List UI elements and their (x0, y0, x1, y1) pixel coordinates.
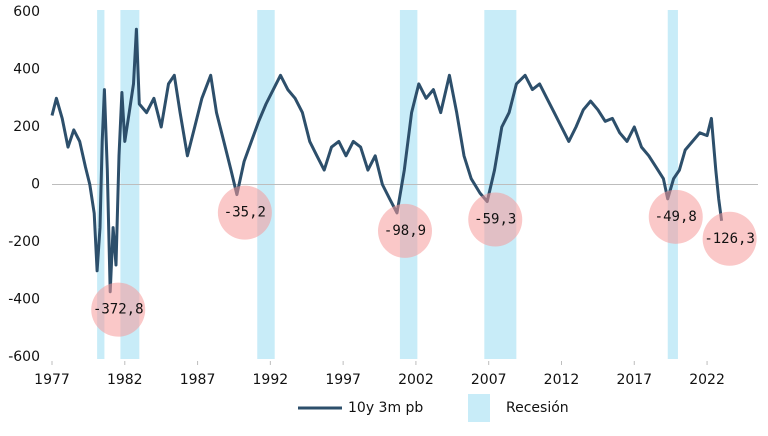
annotation-circle (91, 282, 146, 337)
x-tick-label: 1977 (34, 372, 70, 388)
legend-swatch (468, 394, 490, 422)
y-tick-label: 600 (13, 4, 40, 20)
annotation-circle (217, 185, 272, 240)
annotation-label: -49,8 (655, 209, 697, 225)
x-tick-label: 1987 (180, 372, 216, 388)
annotation-circle (377, 203, 432, 258)
annotation-label: -59,3 (474, 212, 516, 228)
x-tick-label: 2002 (398, 372, 434, 388)
legend-label: 10y 3m pb (348, 400, 423, 416)
x-tick-label: 2012 (544, 372, 580, 388)
line-series (50, 27, 724, 294)
x-tick-label: 2022 (689, 372, 725, 388)
x-tick-label: 2007 (471, 372, 507, 388)
y-tick-label: -600 (8, 349, 40, 365)
y-tick-label: 0 (31, 177, 40, 193)
annotation-circle (702, 211, 757, 266)
annotation-label: -35,2 (224, 205, 266, 221)
annotation-label: -98,9 (384, 223, 426, 239)
x-tick-label: 1997 (325, 372, 361, 388)
y-tick-label: 400 (13, 62, 40, 78)
annotation-circle (648, 189, 703, 244)
x-tick-label: 1992 (253, 372, 289, 388)
annotation-circle (468, 192, 523, 247)
legend-label: Recesión (506, 400, 569, 416)
x-tick-label: 1982 (107, 372, 143, 388)
y-tick-label: 200 (13, 119, 40, 135)
annotation-label: -372,8 (93, 302, 144, 318)
x-tick-label: 2017 (616, 372, 652, 388)
y-tick-label: -200 (8, 234, 40, 250)
y-tick-label: -400 (8, 292, 40, 308)
annotation-label: -126,3 (704, 231, 755, 247)
